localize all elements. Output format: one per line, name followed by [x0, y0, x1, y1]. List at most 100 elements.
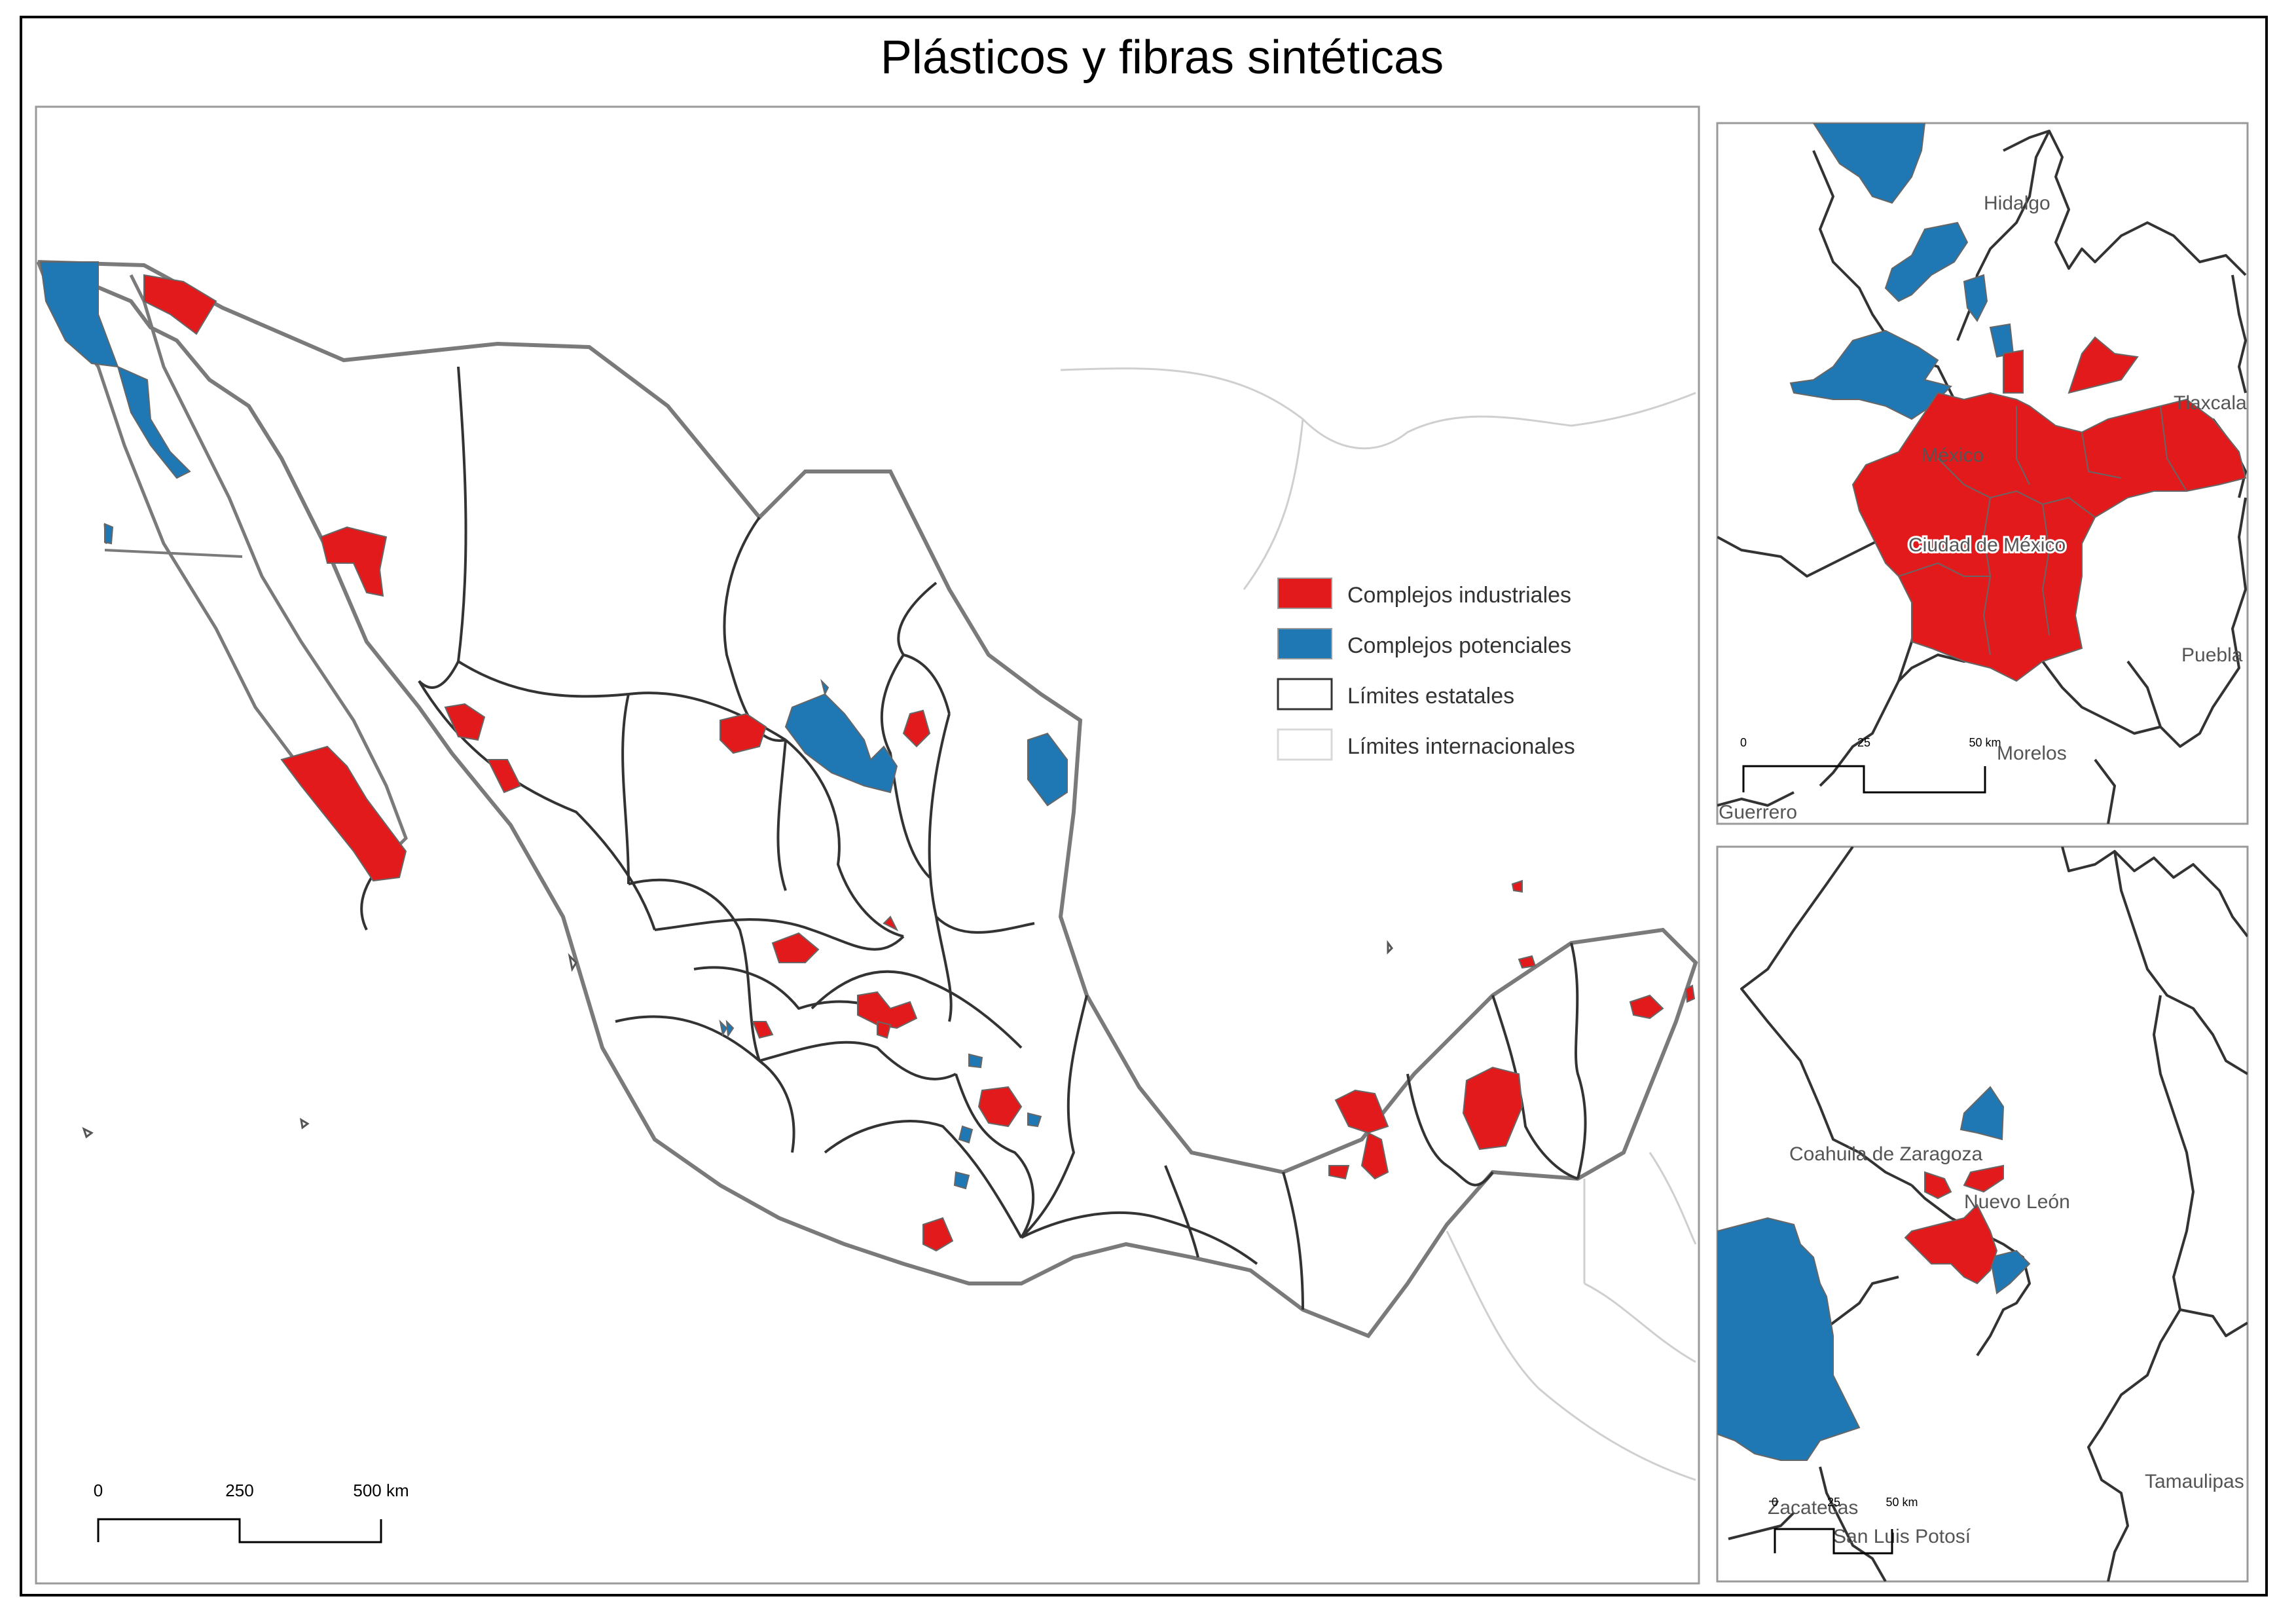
inset-bottom: Coahuila de Zaragoza Nuevo León Tamaulip…	[1716, 845, 2249, 1583]
main-scale-label-1: 250	[225, 1481, 253, 1500]
industrial-complexes	[143, 274, 1696, 1252]
label-coahuila: Coahuila de Zaragoza	[1789, 1143, 1983, 1165]
inset-bottom-scale-2: 50 km	[1886, 1496, 1918, 1509]
potential-complex-tamaulipas	[1027, 732, 1068, 807]
inset-top-inner-borders	[1898, 405, 2187, 655]
label-hidalgo: Hidalgo	[1984, 193, 2050, 214]
label-puebla: Puebla	[2181, 644, 2243, 666]
inset-top-scale-bar: 0 25 50 km	[1740, 736, 2001, 794]
legend-swatch-potential	[1277, 628, 1332, 659]
potential-complex-coahuila-north	[820, 678, 829, 696]
label-tamaulipas: Tamaulipas	[2145, 1471, 2244, 1492]
label-nuevo-leon: Nuevo León	[1964, 1191, 2070, 1213]
inset-top-scale-segments	[1742, 765, 1986, 794]
potential-complex-mexico	[958, 1125, 974, 1144]
inset-bottom-potential-saltillo	[1717, 1217, 1861, 1461]
label-morelos: Morelos	[1997, 743, 2067, 764]
main-scale-segments	[97, 1518, 382, 1543]
label-mexico-state: México	[1922, 445, 1984, 466]
industrial-complex-monterrey	[902, 709, 931, 748]
industrial-complex-gulf-islet	[1511, 879, 1523, 893]
inset-bottom-scale-bar: 0 25 50 km	[1772, 1496, 1918, 1555]
industrial-complex-guanajuato	[857, 991, 918, 1029]
inset-top-potential-e	[1789, 329, 1952, 420]
map-title: Plásticos y fibras sintéticas	[881, 31, 1444, 84]
industrial-complex-coatza	[1328, 1165, 1350, 1180]
inset-top-potential	[1789, 123, 2014, 420]
industrial-complex-tabasco	[1360, 1132, 1389, 1180]
inset-bottom-industrial-mty	[1904, 1204, 1998, 1285]
industrial-complex-merida	[1518, 955, 1537, 969]
inset-top-industrial-cdmx	[1851, 392, 2247, 682]
potential-complex-baja-mid	[117, 365, 191, 479]
potential-complex-hidalgo	[968, 1053, 983, 1069]
inset-bottom-scale-1: 25	[1827, 1496, 1840, 1509]
international-borders	[1060, 367, 1697, 1481]
potential-complex-puebla	[1027, 1112, 1042, 1128]
inset-bottom-industrial-a	[1924, 1171, 1952, 1200]
industrial-complex-michoacan	[922, 1217, 954, 1252]
industrial-complex-torreon	[720, 712, 767, 754]
label-tlaxcala: Tlaxcala	[2174, 392, 2247, 414]
inset-top-potential-c	[1963, 274, 1988, 322]
baja-state-line	[104, 549, 243, 558]
inset-bottom-industrial-b	[1963, 1164, 2004, 1193]
legend-swatch-intl	[1277, 728, 1333, 761]
industrial-complex-culiacan	[486, 759, 522, 794]
industrial-complex-los-mochis	[444, 703, 486, 741]
legend-label-potential: Complejos potenciales	[1347, 633, 1571, 658]
legend-label-industrial: Complejos industriales	[1347, 583, 1571, 608]
industrial-complex-mexicali	[143, 274, 217, 335]
inset-top-industrial-a	[2003, 349, 2024, 394]
main-map: Complejos industriales Complejos potenci…	[35, 105, 1700, 1585]
potential-complex-coahuila	[784, 693, 898, 794]
label-zacatecas: Zacatecas	[1768, 1497, 1858, 1519]
legend-label-intl: Límites internacionales	[1347, 734, 1575, 759]
inset-top-scale-2: 50 km	[1969, 736, 2001, 749]
label-slp: San Luis Potosí	[1833, 1526, 1971, 1547]
legend: Complejos industriales Complejos potenci…	[1277, 578, 1575, 761]
potential-complexes	[39, 261, 1068, 1190]
legend-swatch-state	[1277, 678, 1333, 710]
label-cdmx: Ciudad de México	[1908, 534, 2066, 556]
inset-bottom-labels: Coahuila de Zaragoza Nuevo León Tamaulip…	[1768, 1143, 2244, 1547]
inset-bottom-potential	[1717, 1086, 2031, 1461]
inset-bottom-industrial	[1904, 1164, 2004, 1285]
inset-top-potential-b	[1884, 221, 1969, 303]
legend-swatch-industrial	[1277, 578, 1332, 609]
inset-bottom-scale-0: 0	[1772, 1496, 1778, 1509]
main-scale-label-2: 500 km	[353, 1481, 409, 1500]
label-guerrero: Guerrero	[1719, 802, 1797, 823]
inset-top-industrial-b	[2068, 336, 2139, 394]
industrial-complex-cozumel	[1685, 984, 1696, 1003]
industrial-complex-cancun	[1629, 994, 1664, 1020]
potential-complex-baja-north	[39, 261, 119, 368]
inset-bottom-scale-segments	[1774, 1528, 1893, 1555]
inset-top: Hidalgo Tlaxcala México Ciudad de México…	[1716, 122, 2249, 825]
industrial-complex-slp	[883, 915, 899, 932]
main-scale-bar: 0 250 500 km	[94, 1481, 409, 1543]
industrial-complex-queretaro	[877, 1020, 892, 1039]
industrial-complex-hermosillo	[319, 526, 388, 597]
mexico-outline	[37, 260, 1698, 1338]
inset-bottom-potential-east	[1989, 1249, 2031, 1295]
industrial-complex-jalisco	[752, 1021, 774, 1039]
potential-complex-guerrero	[953, 1171, 970, 1190]
main-scale-label-0: 0	[94, 1481, 103, 1500]
legend-label-state: Límites estatales	[1347, 684, 1514, 709]
inset-top-scale-0: 0	[1740, 736, 1747, 749]
industrial-complex-cdmx	[977, 1086, 1023, 1128]
inset-top-industrial	[1851, 336, 2247, 682]
industrial-complex-baja-sur	[280, 745, 407, 882]
potential-complex-jalisco-b	[725, 1020, 735, 1038]
industrial-complex-veracruz	[1334, 1089, 1389, 1134]
outer-frame	[20, 16, 2268, 1596]
inset-top-potential-a	[1812, 123, 1926, 204]
industrial-complex-aguascalientes	[771, 932, 820, 963]
inset-top-labels: Hidalgo Tlaxcala México Ciudad de México…	[1719, 193, 2247, 823]
main-map-frame	[35, 105, 1700, 1585]
potential-complex-jalisco-a	[719, 1019, 728, 1037]
potential-complex-baja-islet	[104, 523, 114, 545]
inset-top-scale-1: 25	[1857, 736, 1870, 749]
